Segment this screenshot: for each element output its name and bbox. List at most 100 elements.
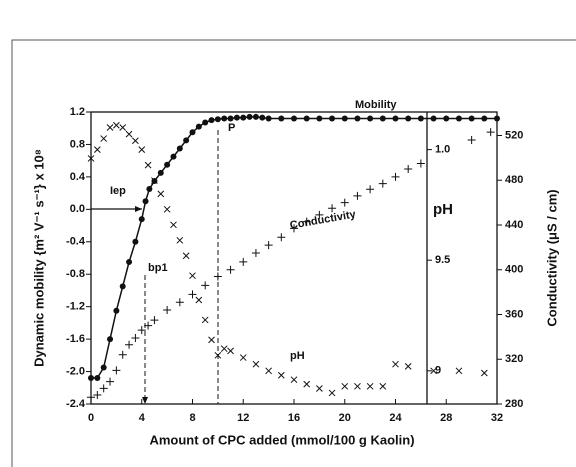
point [164,161,171,168]
point [138,216,145,223]
point [233,114,240,121]
point [226,265,235,274]
point [246,113,253,120]
y-tick-label: 1.0 [435,144,450,156]
point [87,393,95,402]
x-tick-label: 16 [288,412,300,424]
point [125,130,133,138]
point [353,191,362,200]
point [208,117,215,124]
point [239,354,247,361]
point [118,350,127,359]
annotation: P [228,122,235,134]
point [467,135,476,144]
point [138,146,146,153]
point [328,389,336,397]
point [144,321,153,330]
point [107,336,114,343]
point [315,210,324,219]
y-tick-label: 280 [505,398,523,410]
point [252,113,259,120]
x-tick-label: 4 [139,412,146,424]
y-tick-label: 360 [505,308,523,320]
series-line [91,116,497,379]
point [328,204,337,213]
point [93,146,101,153]
point [367,115,374,122]
point [404,165,413,174]
point [176,145,183,152]
point [195,123,202,130]
point [277,371,285,379]
point [455,367,463,375]
point [227,347,234,355]
point [195,296,203,304]
point [213,272,222,281]
point [125,340,134,349]
point [170,153,177,160]
y-tick-label: -0.8 [66,268,85,280]
point [182,252,190,260]
x-tick-label: 20 [339,412,351,424]
point [106,377,115,386]
point [329,115,336,122]
point [251,248,260,257]
x-tick-label: 28 [440,412,452,424]
point [100,135,108,142]
point [302,217,311,226]
y-tick-label: 0.0 [70,203,85,215]
point [378,179,387,188]
point [366,185,375,194]
point [430,115,437,122]
point [119,283,126,290]
arrow-head [135,206,142,212]
y-tick-label: 480 [505,174,523,186]
y-tick-label: -1.2 [66,301,85,313]
point [220,345,228,353]
x-tick-label: 32 [491,412,503,424]
y-tick-label: 0.4 [70,171,86,183]
point [316,115,323,122]
point [93,391,102,400]
point [112,366,121,375]
point [201,281,210,290]
point [265,115,272,122]
point [239,257,248,266]
annotation: Conductivity [289,208,358,232]
point [277,233,286,242]
point [113,121,120,129]
point [188,290,197,299]
point [106,124,114,131]
y-tick-label: 0.8 [70,138,85,150]
point [417,115,424,122]
point [221,115,228,122]
annotation: Iep [110,185,126,197]
y-tick-label: 520 [505,129,523,141]
point [87,155,95,162]
point [157,190,165,198]
y-tick-label: -2.4 [66,398,86,410]
point [265,367,272,375]
point [214,351,222,359]
point [88,375,94,382]
point [113,307,120,314]
point [176,236,184,244]
y3-axis-label: pH [433,201,453,218]
point [189,129,196,136]
x-tick-label: 0 [88,412,94,424]
point [494,115,500,122]
point [455,115,462,122]
point [150,316,159,325]
y-tick-label: 320 [505,353,523,365]
y-tick-label: 9.5 [435,254,450,266]
point [278,115,285,122]
point [264,241,273,250]
point [189,272,196,280]
y-axis-label: Dynamic mobility {m² V⁻¹ s⁻¹} x 10⁸ [31,149,46,367]
point [201,316,209,324]
y-tick-label: 1.2 [70,106,85,118]
frame [11,39,576,467]
point [354,382,361,390]
point [481,115,488,122]
point [252,360,260,368]
